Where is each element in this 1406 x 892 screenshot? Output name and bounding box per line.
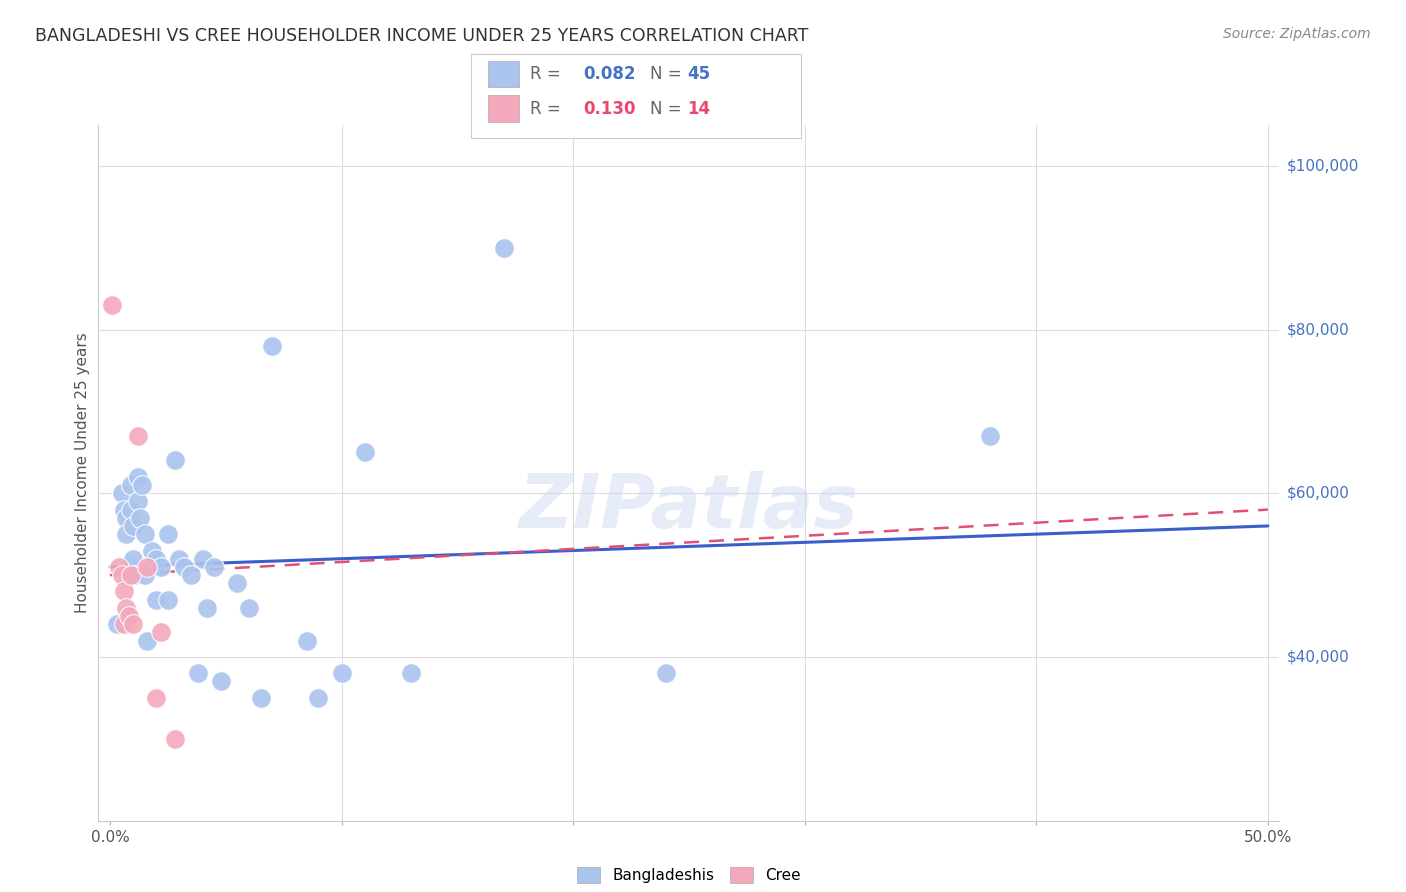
Point [180, 568, 202, 582]
Point [110, 568, 132, 582]
Text: $100,000: $100,000 [1286, 158, 1358, 173]
Point [112, 502, 135, 516]
Point [145, 592, 167, 607]
Point [353, 445, 375, 459]
Text: 0.082: 0.082 [583, 65, 636, 83]
Point [101, 298, 124, 312]
Text: ZIPatlas: ZIPatlas [519, 471, 859, 544]
Point [117, 560, 139, 574]
Point [112, 584, 135, 599]
Text: $80,000: $80,000 [1286, 322, 1350, 337]
Point [156, 527, 179, 541]
Point [122, 551, 145, 566]
Point [136, 633, 159, 648]
Point [307, 690, 329, 705]
Point [136, 560, 159, 574]
Point [163, 731, 186, 746]
Point [330, 666, 353, 681]
Point [191, 551, 214, 566]
Text: 45: 45 [688, 65, 710, 83]
Text: 0.130: 0.130 [583, 100, 636, 118]
Point [120, 478, 142, 492]
Point [112, 617, 135, 632]
Point [492, 241, 515, 255]
Point [145, 690, 167, 705]
Text: 14: 14 [688, 100, 710, 118]
Point [115, 510, 138, 524]
Legend: Bangladeshis, Cree: Bangladeshis, Cree [571, 862, 807, 889]
Point [127, 470, 149, 484]
Text: Source: ZipAtlas.com: Source: ZipAtlas.com [1223, 27, 1371, 41]
Point [399, 666, 422, 681]
Point [131, 478, 153, 492]
Point [108, 560, 131, 574]
Point [238, 600, 260, 615]
Point [187, 666, 209, 681]
Point [105, 617, 128, 632]
Point [202, 560, 225, 574]
Point [120, 568, 142, 582]
Point [145, 551, 167, 566]
Point [110, 486, 132, 500]
Point [195, 600, 218, 615]
Y-axis label: Householder Income Under 25 years: Householder Income Under 25 years [75, 333, 90, 613]
Point [226, 576, 249, 591]
Point [655, 666, 678, 681]
Text: BANGLADESHI VS CREE HOUSEHOLDER INCOME UNDER 25 YEARS CORRELATION CHART: BANGLADESHI VS CREE HOUSEHOLDER INCOME U… [35, 27, 808, 45]
Point [134, 527, 156, 541]
Text: $40,000: $40,000 [1286, 649, 1350, 665]
Point [127, 429, 149, 443]
Point [163, 453, 186, 467]
Point [156, 592, 179, 607]
Text: R =: R = [530, 65, 567, 83]
Point [249, 690, 271, 705]
Point [117, 609, 139, 624]
Text: $60,000: $60,000 [1286, 486, 1350, 500]
Point [262, 339, 284, 353]
Point [149, 625, 172, 640]
Point [295, 633, 318, 648]
Point [124, 568, 146, 582]
Point [120, 502, 142, 516]
Point [122, 617, 145, 632]
Point [129, 510, 152, 524]
Text: R =: R = [530, 100, 567, 118]
Point [979, 429, 1001, 443]
Point [149, 560, 172, 574]
Point [134, 568, 156, 582]
Point [209, 674, 232, 689]
Point [141, 543, 163, 558]
Point [173, 560, 195, 574]
Text: N =: N = [650, 65, 686, 83]
Point [115, 527, 138, 541]
Point [169, 551, 191, 566]
Point [115, 600, 138, 615]
Text: N =: N = [650, 100, 686, 118]
Point [127, 494, 149, 508]
Point [122, 519, 145, 533]
